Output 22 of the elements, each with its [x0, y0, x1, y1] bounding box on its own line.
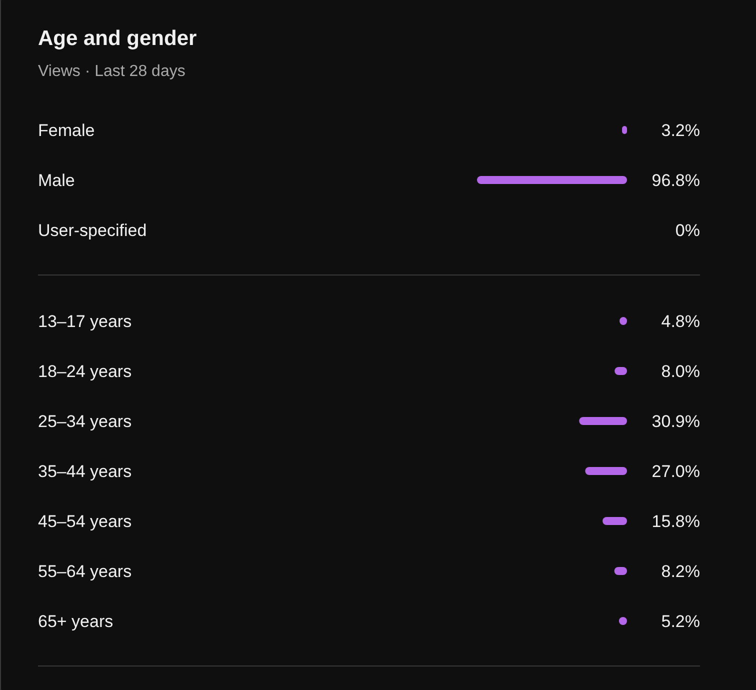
text: Age and gender: [38, 27, 197, 50]
data-label: 8.2%: [661, 562, 700, 581]
y-tick-label: 55–64 years: [38, 562, 132, 581]
y-tick-label: 13–17 years: [38, 312, 132, 331]
data-label: 0%: [675, 220, 700, 240]
y-tick-label: Female: [38, 120, 95, 140]
data-label: 3.2%: [661, 120, 700, 140]
data-label: 96.8%: [652, 170, 700, 190]
data-label: 15.8%: [652, 512, 700, 531]
y-tick-label: 45–54 years: [38, 512, 132, 531]
data-label: 5.2%: [661, 612, 700, 631]
y-tick-label: 25–34 years: [38, 412, 132, 431]
data-label: 30.9%: [652, 412, 700, 431]
y-tick-label: 18–24 years: [38, 362, 132, 381]
data-label: 8.0%: [661, 362, 700, 381]
y-tick-label: 65+ years: [38, 612, 114, 631]
y-tick-label: User-specified: [38, 220, 147, 240]
y-tick-label: 35–44 years: [38, 462, 132, 481]
y-tick-label: Male: [38, 170, 75, 190]
data-label: 4.8%: [661, 312, 700, 331]
text: Views · Last 28 days: [38, 63, 186, 80]
data-label: 27.0%: [652, 462, 700, 481]
